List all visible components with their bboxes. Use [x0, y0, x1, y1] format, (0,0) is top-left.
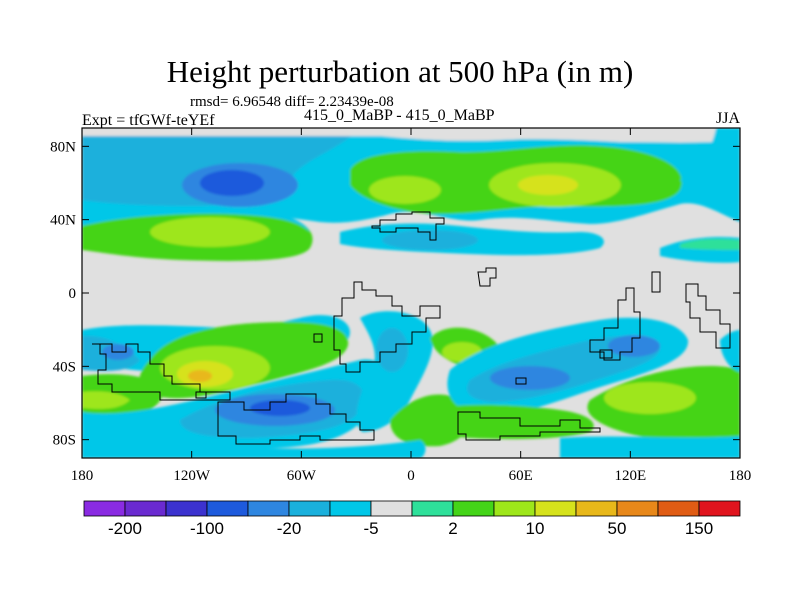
coastline-europe: [371, 211, 445, 241]
coastline-small-4: [599, 349, 613, 359]
contour-band-9: [369, 176, 441, 204]
colorbar-swatch: [124, 500, 167, 517]
coastline-asia: [589, 287, 641, 361]
colorbar-label: 10: [526, 519, 545, 538]
stats-text: rmsd= 6.96548 diff= 2.23439e-08: [190, 94, 394, 110]
colorbar-swatch: [657, 500, 700, 517]
contour-band-4: [200, 170, 264, 196]
lon-tick-label: 0: [407, 468, 415, 484]
map-frame: 180 120W 60W 0 60E 120E 180 80N 40N 0 40S 80S: [50, 127, 752, 484]
coastline-small-6: [313, 333, 323, 343]
colorbar-label: 150: [685, 519, 713, 538]
lat-tick-label: 40N: [50, 213, 76, 229]
season-label: JJA: [716, 110, 741, 127]
colorbar-swatch: [247, 500, 290, 517]
colorbar-swatch: [329, 500, 372, 517]
contour-fields: [82, 128, 740, 458]
lat-tick-label: 40S: [53, 359, 76, 375]
coastline-small-1: [477, 267, 497, 287]
colorbar-swatch: [452, 500, 495, 517]
contour-band-32: [376, 328, 408, 372]
lon-tick-label: 180: [729, 468, 752, 484]
contour-band-12: [150, 217, 270, 247]
coastline-small-5: [195, 391, 207, 399]
coastline-antarctica-east: [457, 411, 601, 441]
contour-band-38: [490, 366, 570, 390]
contour-band-17: [680, 238, 740, 250]
plot-title: Height perturbation at 500 hPa (in m): [166, 54, 634, 89]
coastline-africa: [333, 281, 441, 373]
contour-band-45: [560, 436, 740, 458]
contour-band-24: [188, 370, 212, 382]
longitude-ticks: 180 120W 60W 0 60E 120E 180: [71, 128, 752, 484]
lon-tick-label: 120W: [173, 468, 211, 484]
colorbar-swatch: [575, 500, 618, 517]
contour-band-10: [680, 128, 740, 214]
contour-band-43: [720, 330, 740, 372]
colorbar-label: -200: [108, 519, 142, 538]
colorbar-swatch: [206, 500, 249, 517]
contour-band-42: [420, 404, 594, 440]
colorbar-swatch: [83, 500, 126, 517]
map-panel: [82, 128, 740, 458]
coastline-pacific-islands: [685, 283, 731, 349]
colorbar-label: -20: [277, 519, 302, 538]
colorbar-swatch: [370, 500, 413, 517]
lat-tick-label: 80N: [50, 139, 76, 155]
lon-tick-label: 120E: [614, 468, 646, 484]
coastline-small-3: [515, 377, 527, 385]
colorbar-swatch: [534, 500, 577, 517]
experiment-label: Expt = tfGWf-teYEf: [82, 112, 215, 129]
coastlines: [92, 211, 731, 445]
coastline-south-america: [92, 343, 231, 401]
case-label: 415_0_MaBP - 415_0_MaBP: [304, 107, 495, 124]
lon-tick-label: 60E: [509, 468, 533, 484]
contour-band-5: [82, 128, 740, 143]
contour-band-8: [518, 175, 578, 195]
colorbar-label: 2: [448, 519, 457, 538]
colorbar-label: 50: [608, 519, 627, 538]
lon-tick-label: 180: [71, 468, 94, 484]
colorbar-swatch: [165, 500, 208, 517]
coastline-small-2: [651, 271, 661, 293]
lat-tick-label: 80S: [53, 433, 76, 449]
lat-tick-label: 0: [69, 286, 77, 302]
colorbar-label: -5: [363, 519, 378, 538]
coastline-antarctica-west: [217, 393, 375, 445]
contour-band-26: [82, 391, 130, 410]
contour-band-13: [82, 208, 310, 232]
colorbar: -200 -100 -20 -5 2 10 50 150: [83, 500, 741, 538]
colorbar-swatch: [616, 500, 659, 517]
colorbar-swatch: [493, 500, 536, 517]
colorbar-swatch: [698, 500, 741, 517]
contour-band-44: [82, 436, 426, 458]
contour-band-41: [604, 382, 696, 414]
colorbar-swatch: [411, 500, 454, 517]
colorbar-swatch: [288, 500, 331, 517]
lon-tick-label: 60W: [287, 468, 317, 484]
colorbar-label: -100: [190, 519, 224, 538]
latitude-ticks: 80N 40N 0 40S 80S: [50, 139, 740, 449]
contour-band-30: [250, 400, 310, 416]
